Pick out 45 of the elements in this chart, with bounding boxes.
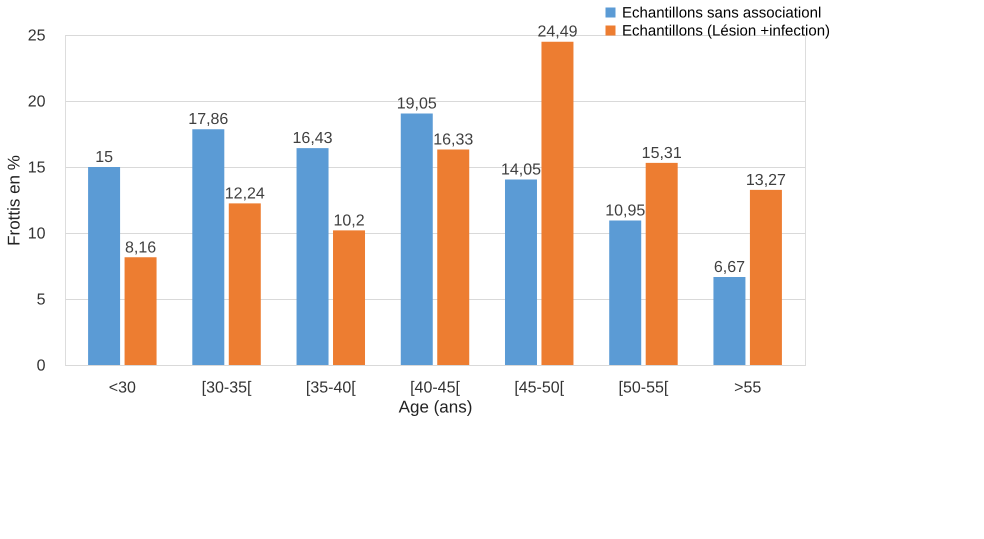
bar: [192, 129, 224, 365]
x-tick-label: [35-40[: [306, 380, 356, 396]
data-label: 13,27: [746, 172, 786, 189]
data-label: 17,86: [188, 111, 228, 128]
x-axis-title: Age (ans): [398, 398, 472, 416]
x-tick-label: [50-55[: [618, 380, 669, 396]
x-tick-label: [30-35[: [202, 380, 252, 396]
data-label: 12,24: [224, 185, 265, 202]
bar: [400, 114, 433, 365]
bar: [609, 220, 642, 365]
data-label: 6,67: [714, 258, 746, 276]
data-label: 14,05: [500, 162, 542, 179]
bar: [541, 42, 574, 365]
bar: [437, 149, 470, 365]
y-tick-label: 10: [28, 226, 46, 242]
bar: [88, 167, 120, 365]
bar: [124, 257, 157, 365]
legend-label: Echantillons sans associationl: [622, 4, 822, 22]
y-tick-label: 20: [28, 94, 46, 110]
data-label: 19,05: [396, 96, 437, 113]
y-tick-label: 0: [36, 358, 46, 374]
x-tick-label: <30: [108, 380, 136, 396]
y-tick-label: 25: [28, 28, 46, 44]
bar: [333, 230, 366, 365]
y-tick-label: 15: [28, 160, 46, 176]
x-tick-label: [45-50[: [514, 380, 565, 396]
x-tick-label: >55: [734, 380, 762, 396]
bar: [228, 203, 261, 365]
bar: [504, 180, 537, 365]
data-label: 10,2: [333, 212, 365, 230]
legend-label: Echantillons (Lésion +infection): [622, 22, 830, 40]
bar: [646, 162, 678, 365]
data-label: 8,16: [124, 239, 156, 256]
y-tick-label: 5: [36, 292, 46, 308]
data-label: 16,43: [292, 130, 333, 148]
data-label: 15: [95, 149, 114, 166]
y-axis-title: Frottis en %: [4, 155, 24, 246]
bar: [296, 148, 329, 365]
bar: [713, 276, 746, 365]
data-label: 16,33: [433, 131, 474, 148]
data-label: 24,49: [537, 24, 578, 41]
x-tick-label: [40-45[: [410, 380, 460, 396]
data-label: 15,31: [642, 144, 682, 162]
bar: [750, 190, 782, 365]
data-label: 10,95: [605, 202, 646, 220]
